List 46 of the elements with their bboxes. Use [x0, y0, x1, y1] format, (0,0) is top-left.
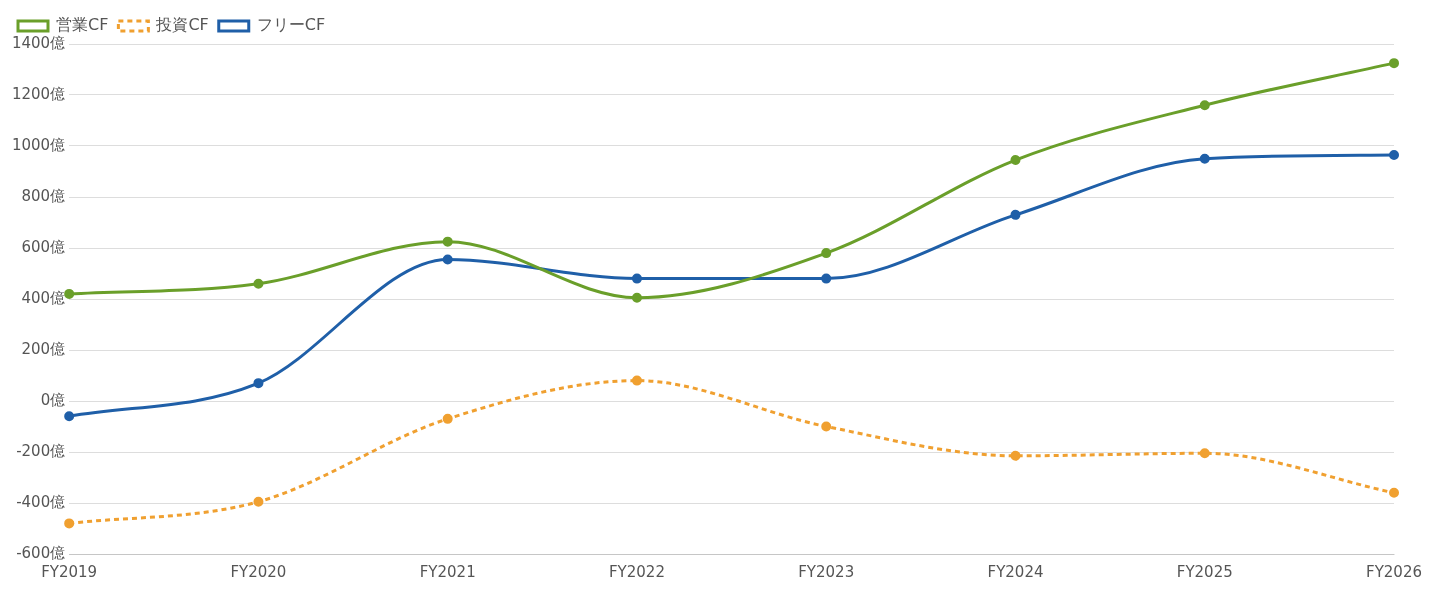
point: [1389, 487, 1400, 498]
legend-label: 投資CF: [155, 15, 209, 35]
point: [1389, 149, 1400, 160]
point: [64, 411, 75, 422]
point: [442, 413, 453, 424]
point: [442, 236, 453, 247]
point: [821, 273, 832, 284]
point: [821, 421, 832, 432]
point: [253, 496, 264, 507]
y-tick-label: 0億: [40, 390, 66, 409]
legend-label: 営業CF: [56, 15, 109, 35]
point: [631, 273, 642, 284]
point: [1389, 58, 1400, 69]
point: [631, 292, 642, 303]
y-tick-label: 400億: [21, 288, 66, 307]
point: [64, 518, 75, 529]
x-tick-label: FY2025: [1176, 562, 1233, 581]
y-tick-label: 200億: [21, 339, 66, 358]
y-tick-label: -600億: [16, 543, 66, 562]
x-tick-label: FY2024: [987, 562, 1044, 581]
y-tick-label: 1000億: [11, 135, 66, 154]
x-tick-label: FY2021: [419, 562, 476, 581]
point: [442, 254, 453, 265]
point: [1199, 100, 1210, 111]
point: [1010, 155, 1021, 166]
point: [821, 248, 832, 259]
point: [631, 375, 642, 386]
x-tick-label: FY2020: [230, 562, 287, 581]
y-tick-label: -400億: [16, 492, 66, 511]
y-tick-label: 600億: [21, 237, 66, 256]
y-tick-label: 1400億: [11, 33, 66, 52]
point: [1199, 448, 1210, 459]
x-tick-label: FY2023: [798, 562, 855, 581]
point: [1010, 450, 1021, 461]
y-tick-label: 800億: [21, 186, 66, 205]
legend-label: フリーCF: [256, 15, 326, 35]
y-tick-label: -200億: [16, 441, 66, 460]
point: [1199, 153, 1210, 164]
point: [253, 278, 264, 289]
point: [253, 378, 264, 389]
point: [1010, 209, 1021, 220]
x-tick-label: FY2022: [608, 562, 665, 581]
y-tick-label: 1200億: [11, 84, 66, 103]
point: [64, 288, 75, 299]
x-tick-label: FY2026: [1366, 562, 1422, 581]
x-tick-label: FY2019: [41, 562, 98, 581]
